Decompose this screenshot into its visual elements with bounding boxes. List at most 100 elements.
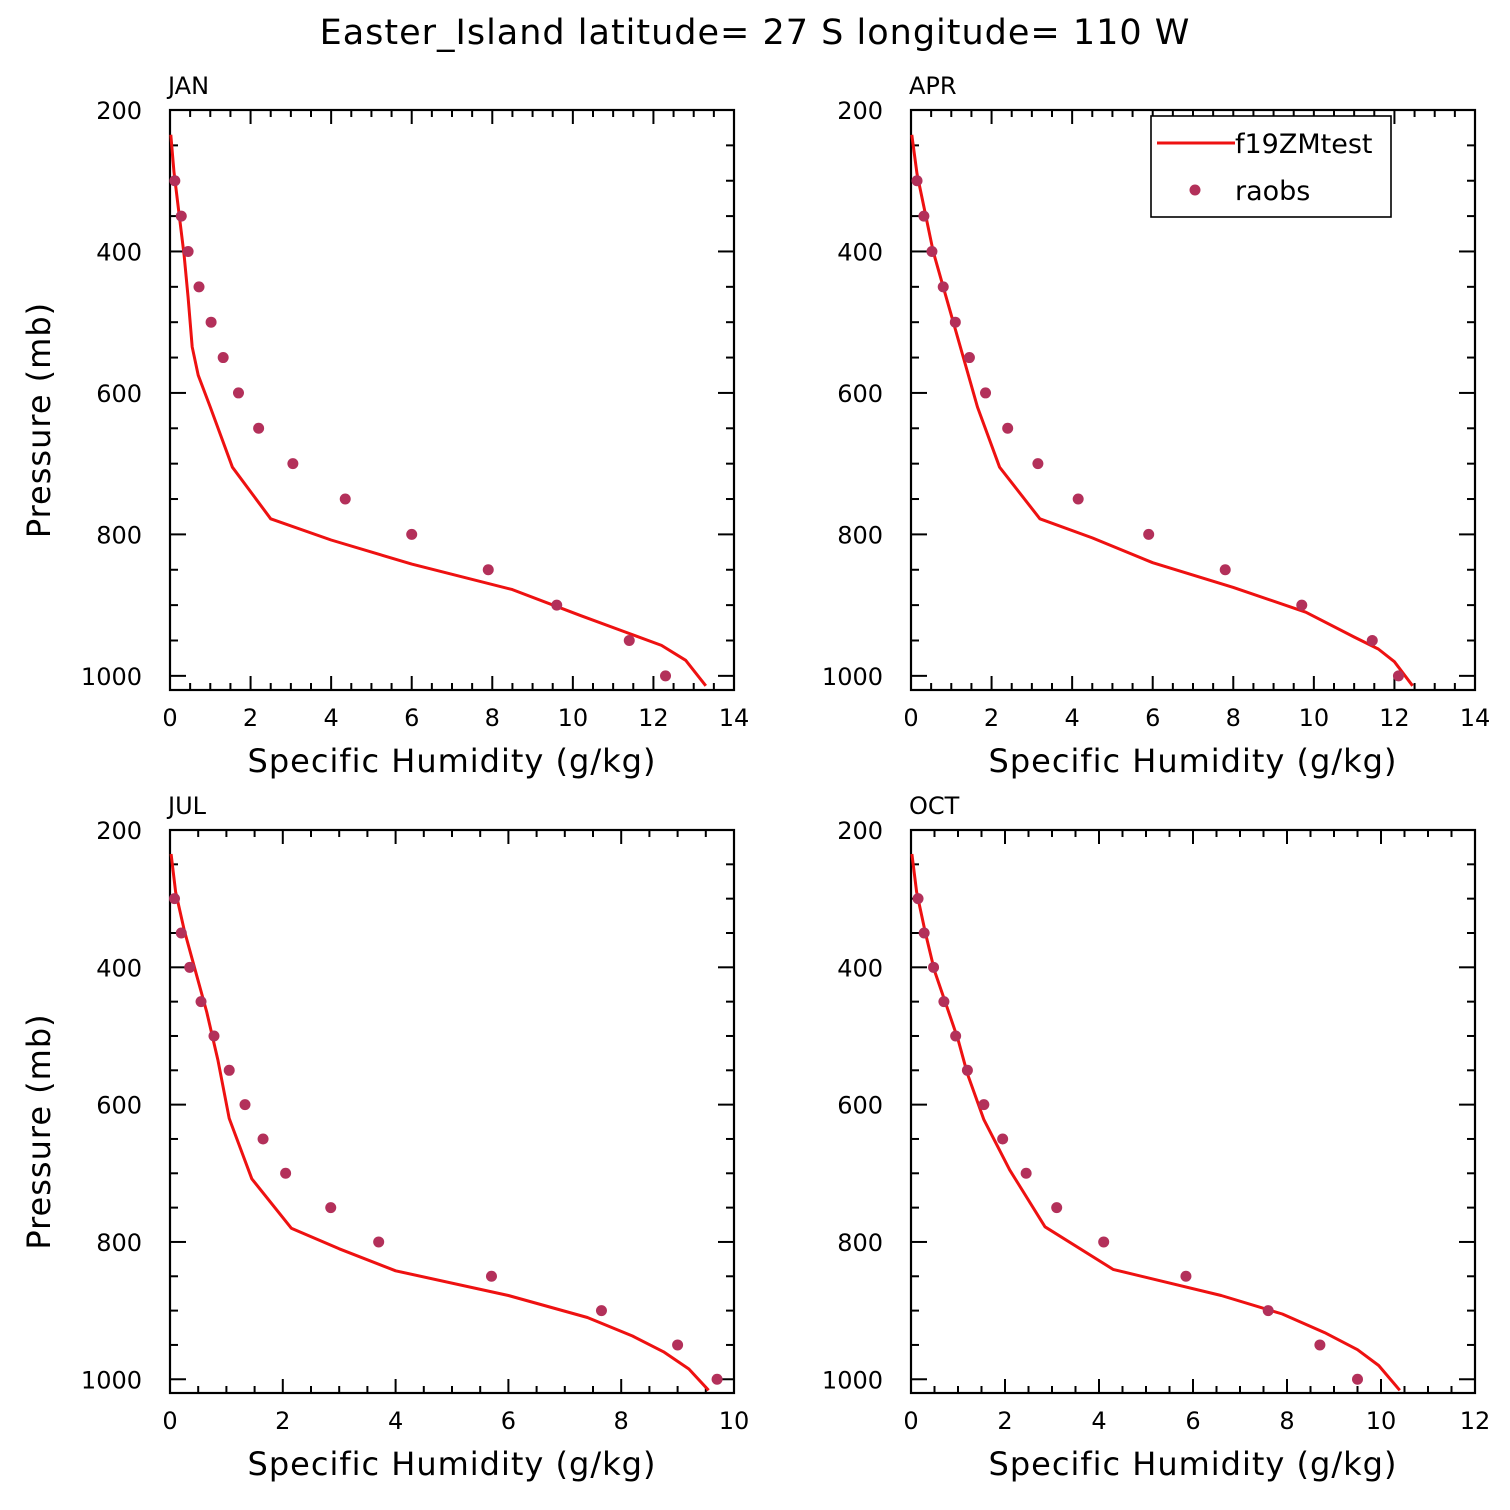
- x-axis-label: Specific Humidity (g/kg): [989, 1445, 1398, 1483]
- panel-jan: 0 2 4 6 8 10 12 14 200 400 600 800 1000 JAN Specific H…: [20, 72, 749, 780]
- raobs-point: [195, 996, 207, 1008]
- raobs-point: [1392, 670, 1404, 682]
- x-tick-label: 12: [1460, 1407, 1491, 1435]
- y-tick-label: 400: [96, 954, 142, 982]
- raobs-point: [1262, 1305, 1274, 1317]
- raobs-point: [912, 893, 924, 905]
- x-tick-label: 12: [638, 704, 669, 732]
- raobs-point: [1366, 634, 1378, 646]
- raobs-point: [193, 281, 205, 293]
- legend-obs-label: raobs: [1235, 176, 1310, 207]
- raobs-point: [660, 670, 672, 682]
- y-tick-label: 200: [837, 817, 883, 845]
- raobs-point: [918, 927, 930, 939]
- x-tick-label: 2: [275, 1407, 290, 1435]
- y-tick-label: 1000: [822, 1366, 883, 1394]
- x-tick-label: 4: [324, 704, 339, 732]
- raobs-point: [928, 961, 940, 973]
- panel-label: APR: [909, 72, 957, 100]
- raobs-point: [253, 422, 265, 434]
- x-tick-label: 6: [404, 704, 419, 732]
- x-tick-label: 8: [614, 1407, 629, 1435]
- y-axis-label: Pressure (mb): [20, 1013, 58, 1249]
- x-tick-label: 8: [485, 704, 500, 732]
- x-tick-label: 0: [162, 704, 177, 732]
- panel-label: OCT: [909, 792, 960, 820]
- y-tick-label: 1000: [81, 663, 142, 691]
- model-profile-line: [169, 134, 707, 687]
- raobs-point: [1352, 1373, 1363, 1385]
- x-axis-label: Specific Humidity (g/kg): [248, 1445, 657, 1483]
- raobs-point: [232, 387, 244, 399]
- y-tick-label: 200: [96, 817, 142, 845]
- x-tick-label: 2: [984, 704, 999, 732]
- legend-dot-swatch: [1189, 184, 1201, 196]
- raobs-point: [223, 1064, 235, 1076]
- raobs-point: [551, 599, 563, 611]
- raobs-point: [926, 245, 938, 257]
- raobs-point: [1072, 493, 1084, 505]
- x-axis-label: Specific Humidity (g/kg): [248, 742, 657, 780]
- raobs-point: [1051, 1202, 1063, 1214]
- plot-frame: [909, 828, 1477, 1395]
- x-tick-label: 0: [162, 1407, 177, 1435]
- x-tick-label: 8: [1279, 1407, 1294, 1435]
- panel-jul: 0 2 4 6 8 10 200 400 600 800 1000 JUL Specific Humid…: [20, 792, 749, 1483]
- raobs-point: [1180, 1270, 1192, 1282]
- raobs-point: [169, 893, 181, 905]
- raobs-point: [184, 961, 196, 973]
- raobs-point: [1219, 564, 1231, 576]
- x-tick-label: 4: [1091, 1407, 1106, 1435]
- raobs-point: [339, 493, 351, 505]
- raobs-point: [672, 1339, 684, 1351]
- y-tick-label: 600: [96, 380, 142, 408]
- model-profile-line: [910, 853, 1401, 1392]
- legend-box: [1150, 115, 1392, 218]
- plot-frame: [168, 828, 736, 1395]
- raobs-point: [961, 1064, 973, 1076]
- raobs-point: [175, 210, 187, 222]
- figure-title: Easter_Island latitude= 27 S longitude= …: [320, 13, 1191, 53]
- raobs-point: [911, 175, 923, 187]
- raobs-point: [217, 352, 229, 364]
- raobs-point: [280, 1167, 292, 1179]
- x-tick-label: 10: [1366, 1407, 1397, 1435]
- y-tick-label: 400: [96, 238, 142, 266]
- y-tick-label: 800: [837, 1229, 883, 1257]
- x-tick-label: 10: [558, 704, 589, 732]
- raobs-point: [1032, 458, 1044, 470]
- raobs-point: [949, 316, 961, 328]
- y-tick-label: 400: [837, 238, 883, 266]
- raobs-point: [1098, 1236, 1110, 1248]
- raobs-point: [937, 281, 949, 293]
- y-axis-label: Pressure (mb): [20, 302, 58, 538]
- raobs-point: [595, 1305, 607, 1317]
- raobs-point: [208, 1030, 220, 1042]
- x-tick-label: 6: [501, 1407, 516, 1435]
- raobs-point: [175, 927, 187, 939]
- raobs-point: [997, 1133, 1009, 1145]
- raobs-point: [287, 458, 299, 470]
- raobs-point: [918, 210, 930, 222]
- raobs-point: [623, 634, 635, 646]
- x-tick-label: 10: [719, 1407, 750, 1435]
- y-tick-label: 600: [96, 1092, 142, 1120]
- raobs-point: [1314, 1339, 1326, 1351]
- raobs-point: [482, 564, 494, 576]
- raobs-point: [182, 245, 194, 257]
- panel-oct: 0 2 4 6 8 10 12 200 400 600 800 1000 OCT Specific Hum…: [822, 792, 1490, 1483]
- raobs-point: [485, 1270, 497, 1282]
- panel-label: JAN: [166, 72, 209, 100]
- raobs-point: [980, 387, 992, 399]
- raobs-point: [711, 1373, 723, 1385]
- model-profile-line: [169, 853, 710, 1392]
- y-tick-label: 600: [837, 380, 883, 408]
- raobs-point: [373, 1236, 385, 1248]
- y-tick-label: 1000: [822, 663, 883, 691]
- raobs-point: [205, 316, 217, 328]
- raobs-point: [963, 352, 975, 364]
- y-tick-label: 600: [837, 1092, 883, 1120]
- raobs-point: [169, 175, 181, 187]
- raobs-point: [257, 1133, 269, 1145]
